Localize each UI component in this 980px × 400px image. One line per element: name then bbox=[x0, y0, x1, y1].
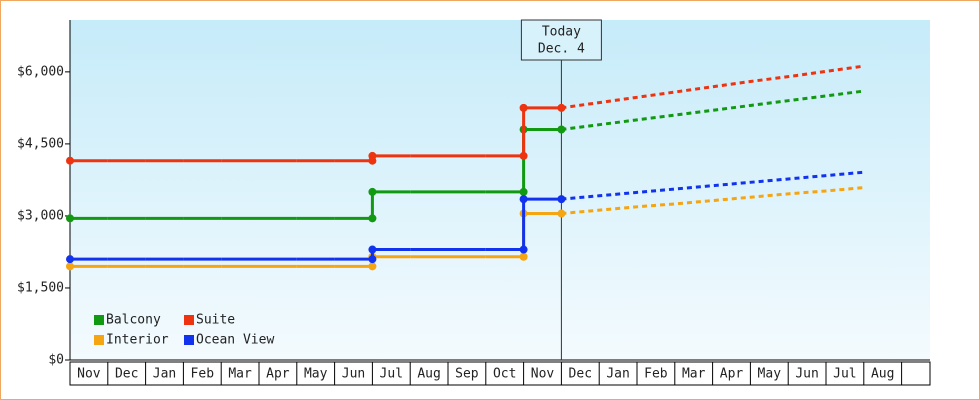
point bbox=[368, 214, 377, 223]
y-tick-label: $3,000 bbox=[17, 208, 64, 223]
x-tick-label: Mar bbox=[228, 367, 252, 382]
point bbox=[557, 209, 566, 218]
point bbox=[519, 245, 528, 254]
x-tick-label: Oct bbox=[493, 367, 516, 382]
x-tick-label: Feb bbox=[191, 367, 215, 382]
x-tick-label: Mar bbox=[682, 367, 706, 382]
plot-area bbox=[70, 20, 930, 360]
x-tick-label: Jun bbox=[795, 367, 818, 382]
x-tick-label: Jan bbox=[153, 367, 176, 382]
point bbox=[66, 262, 74, 271]
x-tick-label: Apr bbox=[720, 367, 744, 382]
forecast-line bbox=[561, 89, 864, 131]
point bbox=[368, 187, 377, 196]
point bbox=[519, 151, 528, 160]
point bbox=[368, 262, 377, 271]
point bbox=[557, 103, 566, 112]
x-tick-label: Jan bbox=[606, 367, 629, 382]
y-tick-label: $4,500 bbox=[17, 136, 64, 151]
x-tick-label: Dec bbox=[115, 367, 138, 382]
point bbox=[519, 252, 528, 261]
point bbox=[557, 195, 566, 204]
legend-swatch bbox=[184, 335, 194, 345]
legend-label: Balcony bbox=[106, 313, 161, 328]
point bbox=[66, 255, 74, 264]
x-tick-label: Aug bbox=[871, 367, 894, 382]
point bbox=[368, 245, 377, 254]
point bbox=[557, 125, 566, 134]
x-tick-label: Aug bbox=[417, 367, 440, 382]
today-label: Dec. 4 bbox=[538, 42, 585, 57]
point bbox=[66, 156, 74, 165]
legend-swatch bbox=[94, 335, 104, 345]
x-tick-label: Nov bbox=[77, 367, 101, 382]
legend-swatch bbox=[184, 315, 194, 325]
x-tick-label: Nov bbox=[531, 367, 555, 382]
forecast-line bbox=[561, 186, 864, 216]
point bbox=[519, 187, 528, 196]
x-tick-label: Jul bbox=[380, 367, 403, 382]
legend-label: Suite bbox=[196, 313, 235, 328]
x-tick-label: Feb bbox=[644, 367, 668, 382]
x-tick-label: Sep bbox=[455, 367, 479, 382]
y-tick-label: $1,500 bbox=[17, 280, 64, 295]
point bbox=[368, 255, 377, 264]
point bbox=[368, 156, 377, 165]
today-box bbox=[520, 19, 602, 61]
point bbox=[519, 195, 528, 204]
x-tick-label: Dec bbox=[569, 367, 592, 382]
x-tick-label: May bbox=[304, 367, 328, 382]
legend-swatch bbox=[94, 315, 104, 325]
today-label: Today bbox=[542, 25, 581, 40]
forecast-line bbox=[561, 64, 865, 110]
x-tick-label: Jun bbox=[342, 367, 365, 382]
legend-label: Interior bbox=[106, 333, 169, 348]
point bbox=[519, 103, 528, 112]
x-tick-label: May bbox=[758, 367, 782, 382]
legend-label: Ocean View bbox=[196, 333, 274, 348]
y-tick-label: $6,000 bbox=[17, 64, 64, 79]
forecast-line bbox=[561, 170, 864, 201]
x-tick-label: Apr bbox=[266, 367, 290, 382]
y-tick-label: $0 bbox=[48, 353, 64, 368]
point bbox=[66, 214, 74, 223]
x-tick-label: Jul bbox=[833, 367, 856, 382]
